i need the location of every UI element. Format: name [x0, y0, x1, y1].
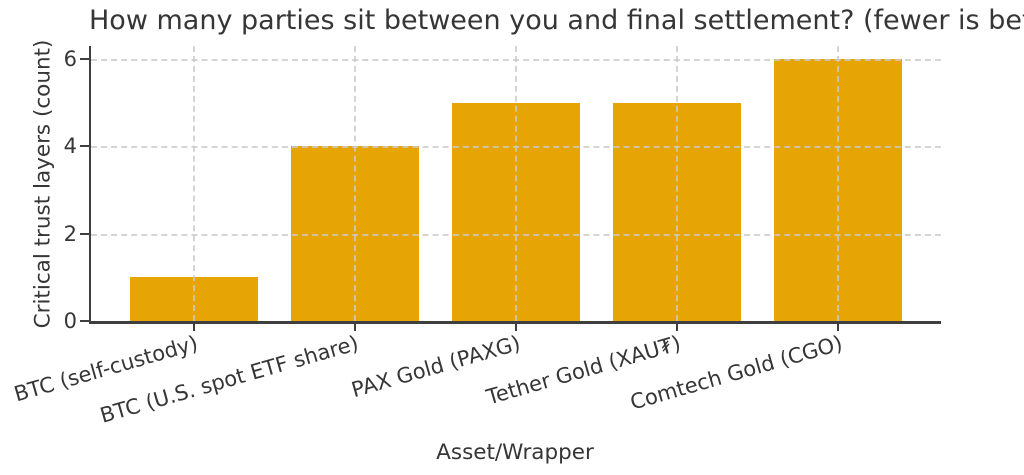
x-tick: [675, 324, 678, 331]
y-axis-label: Critical trust layers (count): [30, 39, 56, 329]
x-tick: [515, 324, 517, 331]
vertical-gridline: [675, 46, 678, 321]
y-tick: [80, 58, 89, 61]
x-tick-label: BTC (U.S. spot ETF share): [97, 331, 362, 428]
x-axis-label: Asset/Wrapper: [436, 440, 594, 465]
vertical-gridline: [836, 46, 839, 321]
vertical-gridline: [193, 46, 196, 321]
vertical-gridline: [515, 46, 517, 321]
x-tick: [193, 324, 196, 331]
x-tick: [354, 324, 356, 331]
y-tick-label: 0: [63, 309, 77, 333]
chart-title: How many parties sit between you and fin…: [89, 5, 1024, 36]
y-tick: [80, 145, 89, 148]
vertical-gridline: [354, 46, 356, 321]
plot-area: 0 2 4 6 BTC (self-custody) BTC (U.S. spot ETF…: [11, 46, 941, 428]
y-tick-label: 6: [63, 47, 77, 72]
x-tick: [836, 324, 839, 331]
y-tick: [80, 320, 89, 322]
y-tick-label: 2: [63, 221, 77, 246]
y-tick: [80, 232, 89, 235]
y-tick-label: 4: [63, 134, 77, 159]
